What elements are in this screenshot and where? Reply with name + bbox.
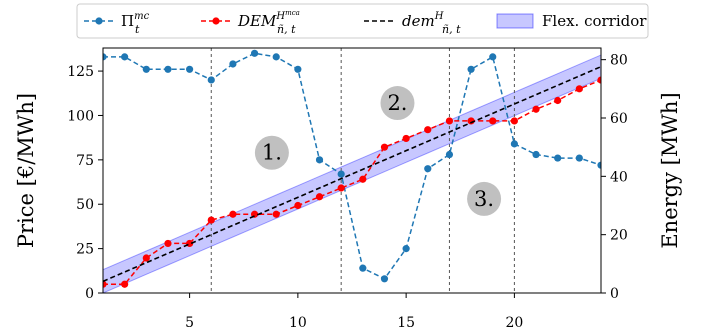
y-right-tick-label: 20 <box>610 228 628 244</box>
series-0-point <box>103 53 107 61</box>
series-0-point <box>445 150 454 159</box>
series-0-point <box>554 154 562 162</box>
series-1-point <box>294 201 302 210</box>
series-0-point <box>315 156 324 164</box>
y-left-tick-label: 125 <box>67 64 94 80</box>
series-1-point <box>532 105 540 113</box>
x-tick-label: 10 <box>289 315 307 331</box>
x-tick-label: 5 <box>185 315 194 331</box>
y-left-axis-title: Price [€/MWh] <box>14 93 38 248</box>
x-tick-label: 20 <box>505 315 523 331</box>
y-left-tick-label: 0 <box>85 286 94 302</box>
series-line-2 <box>103 65 601 283</box>
series-line-0 <box>103 52 601 280</box>
series-0-point <box>467 65 475 73</box>
y-left-tick-label: 25 <box>76 242 94 258</box>
series-0-point <box>186 65 194 73</box>
series-0-point <box>532 150 540 159</box>
region-label-2: 2. <box>387 91 407 115</box>
flex-corridor-band <box>103 54 601 293</box>
series-0-point <box>294 65 302 73</box>
series-0-point <box>272 53 280 61</box>
series-1-point <box>380 143 389 151</box>
series-0-point <box>489 53 497 61</box>
legend-label-0: Πmc <box>121 11 150 30</box>
series-1-point <box>142 254 150 262</box>
x-tick-label: 15 <box>397 315 415 331</box>
series-0-point <box>380 275 389 283</box>
region-badge-3 <box>467 181 502 216</box>
series-1-point <box>164 239 172 248</box>
series-0-point <box>229 60 237 68</box>
y-left-tick-label: 100 <box>67 108 94 124</box>
series-1-point <box>575 85 583 93</box>
series-0-point <box>510 140 518 148</box>
series-1-point <box>121 280 129 288</box>
series-0-point <box>164 65 172 73</box>
legend-corridor-label: Flex. corridor <box>542 12 647 30</box>
series-1-point <box>510 117 518 125</box>
series-0-point <box>250 49 259 57</box>
y-right-tick-label: 80 <box>610 53 628 69</box>
series-1-point <box>359 175 367 183</box>
legend-corridor-swatch <box>496 13 534 29</box>
plot-content: 1. 2. 3. <box>103 48 601 293</box>
y-right-tick-label: 40 <box>610 169 628 185</box>
series-0-point <box>575 154 583 162</box>
plot-area: 1. 2. 3. <box>103 48 601 293</box>
series-0-point <box>337 170 345 178</box>
legend-marker-1 <box>212 17 220 25</box>
series-0-point <box>359 264 367 272</box>
y-left-tick-label: 50 <box>76 197 94 213</box>
legend-sub-0: t <box>135 23 140 36</box>
legend-marker-0 <box>95 17 103 25</box>
axes-frame <box>102 47 602 294</box>
y-left-tick-label: 75 <box>76 153 94 169</box>
series-1-point <box>402 134 410 143</box>
series-1-point <box>424 126 432 134</box>
series-0-point <box>424 165 432 173</box>
region-badge-1 <box>254 135 289 170</box>
series-0-point <box>207 76 215 84</box>
y-right-axis-title: Energy [MWh] <box>658 92 682 248</box>
region-label-1: 1. <box>262 141 282 165</box>
legend-label-1: DEMHmca <box>237 9 300 30</box>
series-1-point <box>103 280 107 288</box>
series-0-point <box>597 161 601 169</box>
series-1-point <box>489 117 497 125</box>
series-0-point <box>121 53 129 61</box>
series-0-point <box>142 65 150 73</box>
series-1-point <box>207 216 215 224</box>
y-right-tick-label: 0 <box>610 286 619 302</box>
series-line-1 <box>103 79 601 285</box>
y-right-tick-label: 60 <box>610 111 628 127</box>
series-1-point <box>597 76 601 84</box>
series-1-point <box>337 184 345 192</box>
legend-sub-2: ñ, t <box>442 23 461 36</box>
axes: 5 10 15 20 0 25 50 75 100 125 0 20 40 60 80 Price [€/MW… <box>14 47 682 331</box>
series-0-point <box>402 245 410 253</box>
series-1-point <box>272 210 280 218</box>
series-1-point <box>554 96 562 105</box>
legend-sub-1: ñ, t <box>277 23 296 36</box>
legend-label-2: demH <box>402 11 444 30</box>
legend-box <box>76 3 649 39</box>
series-1-point <box>315 193 324 201</box>
region-badge-2 <box>380 86 415 121</box>
series-1-point <box>445 117 454 125</box>
region-label-3: 3. <box>474 187 494 211</box>
series-1-point <box>229 210 237 218</box>
